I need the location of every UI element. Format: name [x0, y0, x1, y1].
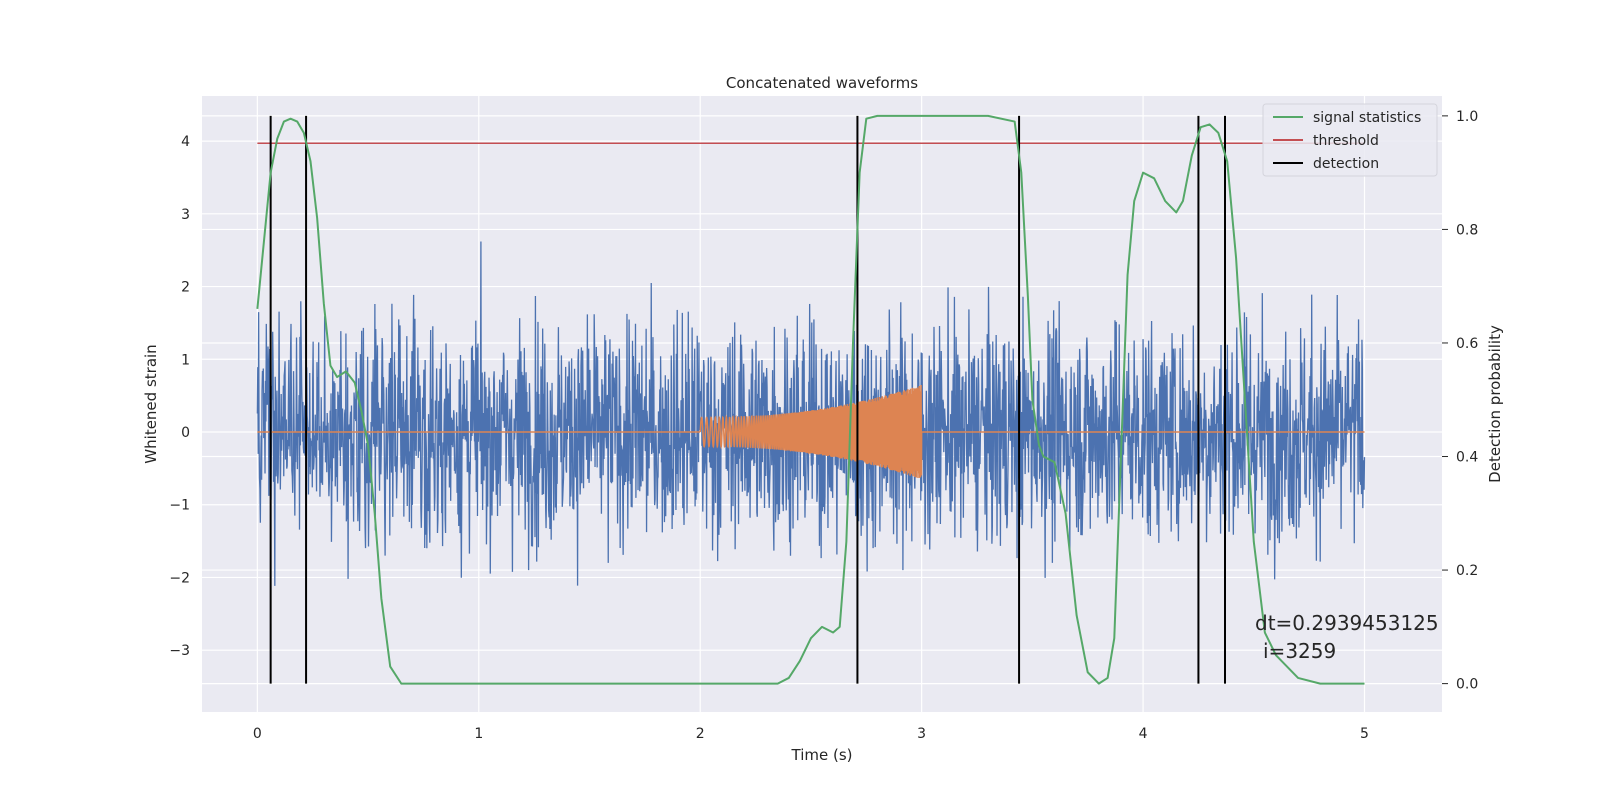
x-tick-label: 4 [1139, 726, 1148, 742]
chart-title: Concatenated waveforms [726, 74, 918, 92]
y-tick-label-right: 0.6 [1456, 336, 1478, 352]
x-tick-label: 5 [1360, 726, 1369, 742]
x-tick-label: 0 [253, 726, 262, 742]
legend-label-threshold: threshold [1313, 133, 1379, 149]
y-tick-label: −1 [169, 498, 190, 514]
legend-label-detection: detection [1313, 156, 1379, 172]
signal-statistics-line [256, 114, 1365, 685]
y-tick-label-right: 0.0 [1456, 677, 1478, 693]
x-tick-label: 3 [917, 726, 926, 742]
ticks: 0 1 2 3 4 5 −3 −2 −1 0 1 2 3 4 0.0 0.2 0.4 0.6 0.8 1.0 [169, 109, 1478, 742]
y-axis-label: Whitened strain [142, 344, 160, 463]
x-axis-label: Time (s) [791, 746, 853, 764]
y-tick-label-right: 0.4 [1456, 450, 1478, 466]
x-tick-label: 2 [696, 726, 705, 742]
y-tick-label: 3 [181, 207, 190, 223]
legend-label-signal-statistics: signal statistics [1313, 110, 1421, 126]
y-tick-label-right: 0.2 [1456, 563, 1478, 579]
injection-series [257, 384, 1365, 479]
annotation-line-1: dt=0.2939453125 [1255, 611, 1439, 635]
annotation: dt=0.2939453125 i=3259 [1255, 611, 1439, 663]
x-tick-label: 1 [474, 726, 483, 742]
y-tick-label-right: 0.8 [1456, 222, 1478, 238]
y-tick-label: −3 [169, 643, 190, 659]
y-tick-label: −2 [169, 570, 190, 586]
plot-area [256, 114, 1366, 685]
y-tick-label: 0 [181, 425, 190, 441]
y-tick-label: 2 [181, 280, 190, 296]
y-tick-label: 4 [181, 134, 190, 150]
legend-box [1262, 103, 1438, 177]
y-axis-label-right: Detection probability [1486, 325, 1504, 483]
y-tick-label-right: 1.0 [1456, 109, 1478, 125]
y-tick-label: 1 [181, 352, 190, 368]
annotation-line-2: i=3259 [1263, 639, 1336, 663]
legend: signal statistics threshold detection [1262, 103, 1438, 177]
